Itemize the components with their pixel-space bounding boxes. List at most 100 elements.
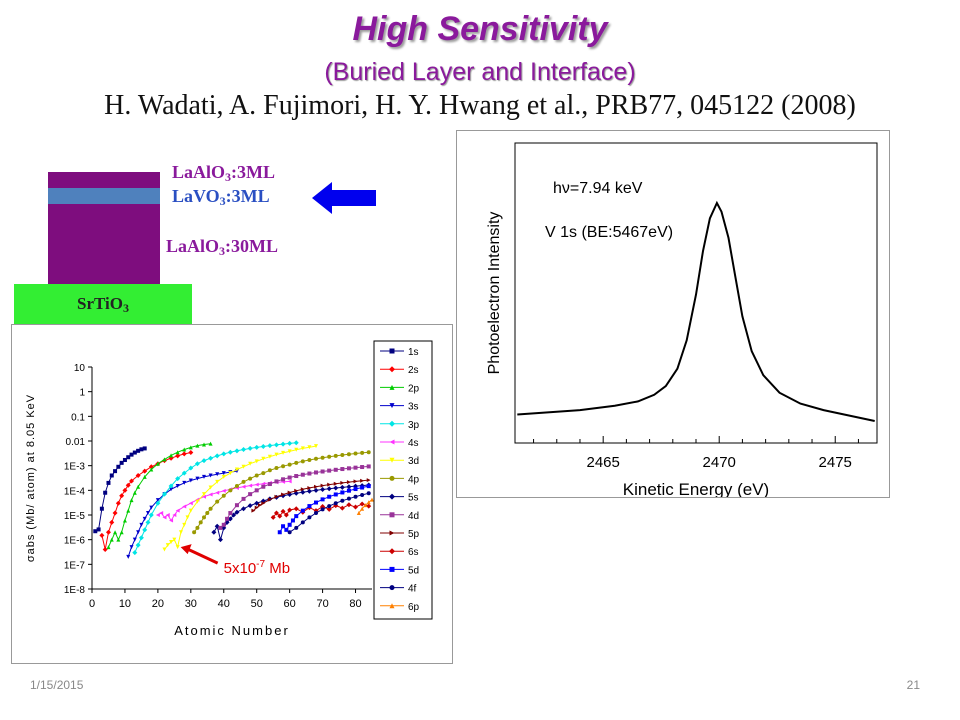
xs-point-2s <box>188 450 194 456</box>
xs-x-tick-label: 40 <box>218 598 230 610</box>
xs-point-3s <box>149 505 154 510</box>
xs-point-5d <box>300 508 305 513</box>
xs-y-tick-label: 1E-5 <box>64 511 86 522</box>
xs-point-5s <box>234 509 240 515</box>
cross-section-chart: 10 1 0.1 0.01 1E-3 1E-4 1E-5 1E-6 1E-7 1E-80 10 20 3… <box>25 340 433 638</box>
xs-point-4d <box>261 484 266 489</box>
xs-point-3s <box>221 471 226 476</box>
xs-point-2s <box>119 493 125 499</box>
xs-point-5d <box>307 504 312 509</box>
xs-point-3s <box>146 511 150 516</box>
xs-point-4s <box>159 511 164 516</box>
xs-point-5p <box>254 505 259 510</box>
xs-point-2p <box>149 467 154 472</box>
xs-point-2s <box>109 519 115 525</box>
xs-point-1s <box>103 490 108 495</box>
xs-x-tick-label: 20 <box>152 598 164 610</box>
xs-point-2p <box>132 490 137 495</box>
xs-point-5d <box>346 488 351 493</box>
xs-point-3s <box>182 480 187 485</box>
xs-point-6s <box>277 513 283 519</box>
xs-series-3p <box>132 440 299 556</box>
xs-point-5d <box>360 485 365 490</box>
xs-legend-label-3p: 3p <box>408 420 420 431</box>
xs-point-4d <box>267 482 272 487</box>
xs-point-4p <box>267 468 272 473</box>
xs-point-6s <box>359 501 365 507</box>
xs-x-tick-label: 50 <box>251 598 263 610</box>
spectrum-panel: 2465 2470 2475 hν=7.94 keV V 1s (BE:5467eV) K… <box>456 130 890 499</box>
xs-point-5s <box>247 503 253 509</box>
xs-point-4p <box>254 473 259 478</box>
lavo3-layer <box>48 188 160 204</box>
xs-point-2p <box>188 445 193 450</box>
spectrum-chart: 2465 2470 2475 hν=7.94 keV V 1s (BE:5467eV) K… <box>486 142 878 499</box>
xs-point-4d <box>228 511 233 516</box>
xs-point-4d <box>248 492 253 497</box>
xs-legend-marker-5p <box>389 530 395 536</box>
xs-point-1s <box>132 450 137 455</box>
xs-point-5p <box>314 484 318 489</box>
xs-point-2s <box>112 510 118 516</box>
xs-point-3p <box>201 458 207 464</box>
xs-point-3d <box>314 444 318 449</box>
xs-point-4s <box>162 515 167 520</box>
xs-legend-label-5d: 5d <box>408 565 419 576</box>
slide-date: 1/15/2015 <box>30 678 84 692</box>
arrow-icon <box>312 182 376 214</box>
xs-point-2s <box>99 532 105 538</box>
xs-point-5s <box>320 487 326 493</box>
xs-series-4p <box>192 450 371 535</box>
xs-point-3p <box>273 442 279 448</box>
xs-point-3d <box>274 452 279 457</box>
xs-point-2p <box>129 498 134 503</box>
xs-point-4f <box>360 492 365 497</box>
xs-point-1s <box>106 480 111 485</box>
xs-point-3d <box>307 445 312 450</box>
laalo3-top-label: LaAlO3:3ML <box>172 162 276 184</box>
xs-point-3p <box>142 527 148 533</box>
xs-point-3p <box>161 491 167 497</box>
xs-point-4d <box>274 479 279 484</box>
xs-point-4p <box>221 493 226 498</box>
xs-series-3d <box>162 444 318 552</box>
xs-point-3s <box>195 476 200 481</box>
xs-point-5d <box>290 518 295 523</box>
xs-point-3d <box>228 471 233 476</box>
xs-point-4d <box>307 471 312 476</box>
xs-series-line-1s <box>95 447 145 532</box>
xs-legend-marker-3s <box>389 403 395 409</box>
xs-point-3p <box>155 500 161 506</box>
xs-point-6s <box>320 504 326 510</box>
xs-series-2p <box>106 441 213 550</box>
xs-point-1s <box>136 448 141 453</box>
xs-point-5s <box>293 490 299 496</box>
xs-series-4d <box>218 464 371 530</box>
xs-point-3s <box>142 516 147 521</box>
spectrum-series-line <box>517 200 875 422</box>
xs-point-1s <box>109 473 114 478</box>
xs-point-5p <box>261 501 266 506</box>
xs-point-4s <box>182 504 187 509</box>
xs-point-5p <box>281 492 286 497</box>
xs-point-5s <box>313 487 319 493</box>
xs-point-4d <box>314 470 318 475</box>
xs-point-3d <box>165 543 170 548</box>
xs-series-1s <box>93 446 147 534</box>
xs-point-1s <box>116 464 121 469</box>
xs-point-5s <box>346 484 352 490</box>
xs-point-5s <box>254 500 260 506</box>
xs-point-4s <box>287 479 292 484</box>
xs-legend-label-4p: 4p <box>408 474 420 485</box>
xs-point-4s <box>241 484 246 489</box>
xs-point-4f <box>287 530 292 535</box>
layer-stack: LaAlO3:3ML LaVO3:3ML LaAlO3:30ML SrTiO3 <box>0 160 420 330</box>
xs-point-2p <box>175 450 180 455</box>
xs-point-3d <box>169 540 174 545</box>
xs-legend-label-5p: 5p <box>408 529 420 540</box>
xs-y-tick-label: 0.1 <box>71 412 85 423</box>
spectrum-x-axis-label: Kinetic Energy (eV) <box>623 480 769 497</box>
spectrum-peak-annotation: V 1s (BE:5467eV) <box>545 224 673 241</box>
xs-point-5p <box>340 480 345 485</box>
xs-point-5p <box>327 482 332 487</box>
